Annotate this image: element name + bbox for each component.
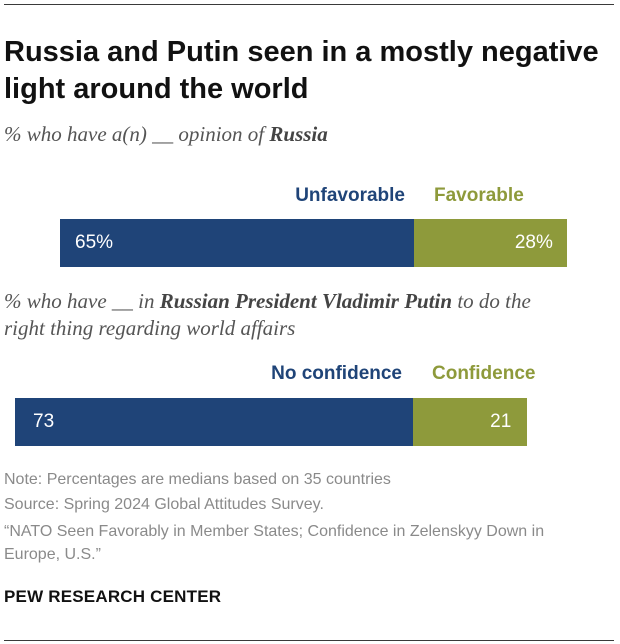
subtitle-russia: % who have a(n) __ opinion of Russia (4, 121, 604, 148)
note-text: Note: Percentages are medians based on 3… (4, 471, 391, 488)
subtitle-putin: % who have __ in Russian President Vladi… (4, 288, 564, 342)
bar-putin-no-confidence: 73 (15, 398, 413, 446)
legend-no-confidence: No confidence (271, 363, 402, 384)
top-rule (4, 4, 614, 5)
bar-putin-confidence-label: 21 (490, 411, 512, 432)
legend-unfavorable: Unfavorable (295, 185, 405, 206)
source-text: Source: Spring 2024 Global Attitudes Sur… (4, 496, 324, 513)
bar-russia-unfavorable: 65% (60, 219, 415, 267)
bar-putin-no-confidence-label: 73 (33, 411, 55, 432)
subtitle-putin-prefix: % who have __ in (4, 289, 160, 313)
bar-russia-favorable-label: 28% (514, 232, 553, 253)
brand-name: PEW RESEARCH CENTER (4, 587, 222, 606)
bar-russia-unfavorable-label: 65% (75, 232, 114, 253)
subtitle-putin-bold: Russian President Vladimir Putin (159, 289, 453, 313)
legend-favorable: Favorable (434, 185, 524, 206)
report-title: “NATO Seen Favorably in Member States; C… (4, 523, 545, 563)
subtitle-putin-suffix: to do the right thing regarding world af… (4, 289, 531, 340)
bar-russia-favorable: 28% (414, 219, 567, 267)
bottom-rule (4, 640, 614, 641)
bar-putin-confidence: 21 (412, 398, 528, 446)
chart-title: Russia and Putin seen in a mostly negati… (4, 36, 599, 105)
legend-confidence: Confidence (432, 363, 536, 384)
subtitle-russia-bold: Russia (269, 122, 328, 146)
subtitle-russia-prefix: % who have a(n) __ opinion of (4, 122, 270, 146)
